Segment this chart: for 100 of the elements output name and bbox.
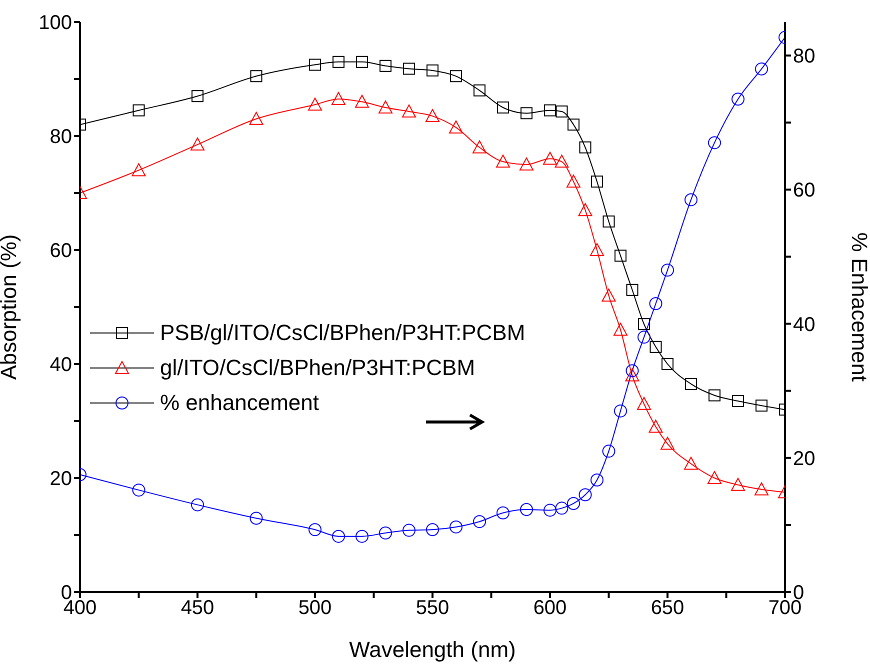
point xyxy=(591,176,603,188)
point xyxy=(684,193,698,206)
point xyxy=(450,520,462,534)
y2-axis-title: % Enhacement xyxy=(847,232,870,382)
point xyxy=(614,322,628,336)
y2-tick-label: 60 xyxy=(793,180,816,202)
point xyxy=(426,64,438,76)
point xyxy=(380,60,392,72)
point xyxy=(450,70,462,82)
point xyxy=(308,523,322,536)
point xyxy=(732,395,744,408)
point xyxy=(602,288,616,302)
point xyxy=(756,400,768,412)
point xyxy=(648,420,663,433)
point xyxy=(731,478,745,491)
point xyxy=(660,436,674,450)
point xyxy=(356,56,368,68)
point xyxy=(602,444,616,458)
point xyxy=(614,250,626,262)
y2-tick-label: 40 xyxy=(793,314,816,336)
point xyxy=(543,152,557,165)
point xyxy=(497,102,509,114)
point xyxy=(614,404,627,418)
point xyxy=(638,318,650,330)
point xyxy=(191,498,204,512)
point xyxy=(332,92,346,105)
point xyxy=(308,98,322,111)
y-tick-label: 100 xyxy=(38,12,72,34)
y-tick-label: 40 xyxy=(50,354,72,376)
point xyxy=(472,140,486,154)
point xyxy=(426,523,439,536)
x-tick-label: 450 xyxy=(180,597,214,620)
point xyxy=(473,515,486,528)
point xyxy=(378,100,392,114)
point xyxy=(356,530,368,543)
point xyxy=(602,216,615,228)
point xyxy=(332,56,344,68)
point xyxy=(578,488,592,502)
point xyxy=(132,104,145,116)
point xyxy=(625,368,640,382)
y-tick-label: 60 xyxy=(50,240,72,262)
point xyxy=(754,482,768,496)
point xyxy=(250,512,263,525)
point xyxy=(403,62,415,75)
point xyxy=(568,118,580,131)
point xyxy=(556,105,568,118)
point xyxy=(520,503,533,516)
point xyxy=(309,58,321,71)
point xyxy=(402,104,416,118)
point xyxy=(567,496,580,510)
point xyxy=(708,389,720,402)
y2-tick-label: 80 xyxy=(793,46,816,68)
point xyxy=(402,524,416,537)
point xyxy=(626,364,639,378)
x-tick-label: 500 xyxy=(298,597,332,620)
point xyxy=(250,70,262,82)
x-tick-label: 650 xyxy=(650,597,684,620)
point xyxy=(544,104,556,116)
y-tick-label: 20 xyxy=(50,468,72,490)
point xyxy=(732,92,744,106)
point xyxy=(590,474,604,487)
point xyxy=(554,154,569,168)
point xyxy=(249,112,264,125)
x-tick-label: 550 xyxy=(416,597,450,620)
point xyxy=(192,90,204,102)
point xyxy=(637,396,651,410)
point xyxy=(496,506,510,520)
point xyxy=(708,136,721,150)
point xyxy=(579,141,592,154)
point xyxy=(355,94,369,108)
point xyxy=(449,120,463,134)
point xyxy=(520,158,534,170)
point xyxy=(638,330,650,344)
point xyxy=(332,530,345,543)
point xyxy=(649,297,662,310)
y-axis-title: Absorption (%) xyxy=(0,234,21,380)
y-tick-label: 80 xyxy=(50,126,72,148)
point xyxy=(755,62,768,76)
point xyxy=(590,243,604,256)
point xyxy=(379,526,392,540)
point xyxy=(190,138,204,151)
point xyxy=(684,456,698,470)
point xyxy=(426,109,440,122)
point xyxy=(708,471,722,484)
point xyxy=(661,264,674,277)
point xyxy=(496,154,510,168)
point xyxy=(520,107,532,120)
legend-label: PSB/gl/ITO/CsCl/BPhen/P3HT:PCBM xyxy=(160,320,526,346)
point xyxy=(555,502,568,515)
point xyxy=(544,504,556,517)
legend-label: gl/ITO/CsCl/BPhen/P3HT:PCBM xyxy=(160,354,476,380)
point xyxy=(685,378,697,390)
point xyxy=(650,340,662,353)
point xyxy=(132,163,146,176)
x-tick-label: 600 xyxy=(533,597,567,620)
legend-label: % enhancement xyxy=(160,390,319,416)
point xyxy=(578,203,592,216)
point xyxy=(474,84,486,96)
y2-tick-label: 20 xyxy=(793,448,816,470)
point xyxy=(132,484,146,497)
